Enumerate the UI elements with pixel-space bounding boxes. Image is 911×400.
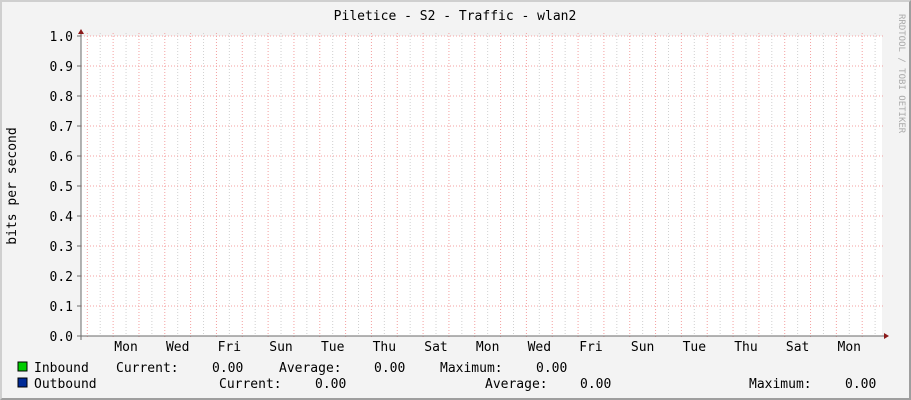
outbound-maximum: 0.00 [845, 377, 876, 392]
x-tick-label: Mon [476, 340, 499, 355]
y-tick-label: 0.0 [50, 330, 73, 345]
y-tick-label: 0.3 [50, 240, 73, 255]
x-tick-label: Sat [424, 340, 447, 355]
y-tick-label: 0.2 [50, 270, 73, 285]
y-tick-label: 1.0 [50, 30, 73, 45]
inbound-current-label: Current: [116, 361, 179, 376]
inbound-maximum-label: Maximum: [440, 361, 503, 376]
x-tick-label: Sat [786, 340, 809, 355]
y-axis-label: bits per second [5, 127, 20, 244]
outbound-average-label: Average: [485, 377, 548, 392]
outbound-current: 0.00 [315, 377, 346, 392]
inbound-current: 0.00 [212, 361, 243, 376]
x-tick-label: Sun [631, 340, 654, 355]
y-axis-arrow-icon [78, 29, 84, 34]
x-tick-label: Fri [579, 340, 602, 355]
x-tick-label: Mon [838, 340, 861, 355]
x-tick-label: Thu [373, 340, 396, 355]
x-tick-label: Thu [734, 340, 757, 355]
x-tick-label: Tue [683, 340, 707, 355]
x-tick-label: Mon [114, 340, 137, 355]
legend-outbound: Outbound [34, 377, 97, 392]
outbound-average: 0.00 [580, 377, 611, 392]
x-tick-label: Wed [166, 340, 189, 355]
y-tick-label: 0.9 [50, 60, 73, 75]
x-tick-label: Fri [218, 340, 241, 355]
x-tick-label: Tue [321, 340, 345, 355]
watermark: RRDTOOL / TOBI OETIKER [896, 14, 906, 134]
outbound-maximum-label: Maximum: [749, 377, 812, 392]
y-tick-label: 0.7 [50, 120, 73, 135]
outbound-swatch [17, 377, 28, 388]
y-tick-label: 0.4 [50, 210, 74, 225]
x-tick-label: Sun [269, 340, 292, 355]
legend-inbound: Inbound [34, 361, 89, 376]
y-ticks: 0.0 0.1 0.2 0.3 0.4 0.5 0.6 0.7 0.8 0.9 1.0 [50, 30, 81, 345]
inbound-average: 0.00 [374, 361, 405, 376]
y-tick-label: 0.1 [50, 300, 73, 315]
inbound-swatch [17, 361, 28, 372]
y-tick-label: 0.6 [50, 150, 73, 165]
x-tick-label: Wed [528, 340, 551, 355]
grid [81, 33, 885, 339]
chart-title: Piletice - S2 - Traffic - wlan2 [334, 9, 577, 24]
y-tick-label: 0.5 [50, 180, 73, 195]
x-ticks: Mon Wed Fri Sun Tue Thu Sat Mon Wed Fri Sun Tue Thu S… [114, 340, 861, 355]
outbound-current-label: Current: [219, 377, 282, 392]
inbound-average-label: Average: [279, 361, 342, 376]
inbound-maximum: 0.00 [536, 361, 567, 376]
x-axis-arrow-icon [884, 333, 889, 339]
y-tick-label: 0.8 [50, 90, 73, 105]
plot-area [81, 36, 882, 336]
